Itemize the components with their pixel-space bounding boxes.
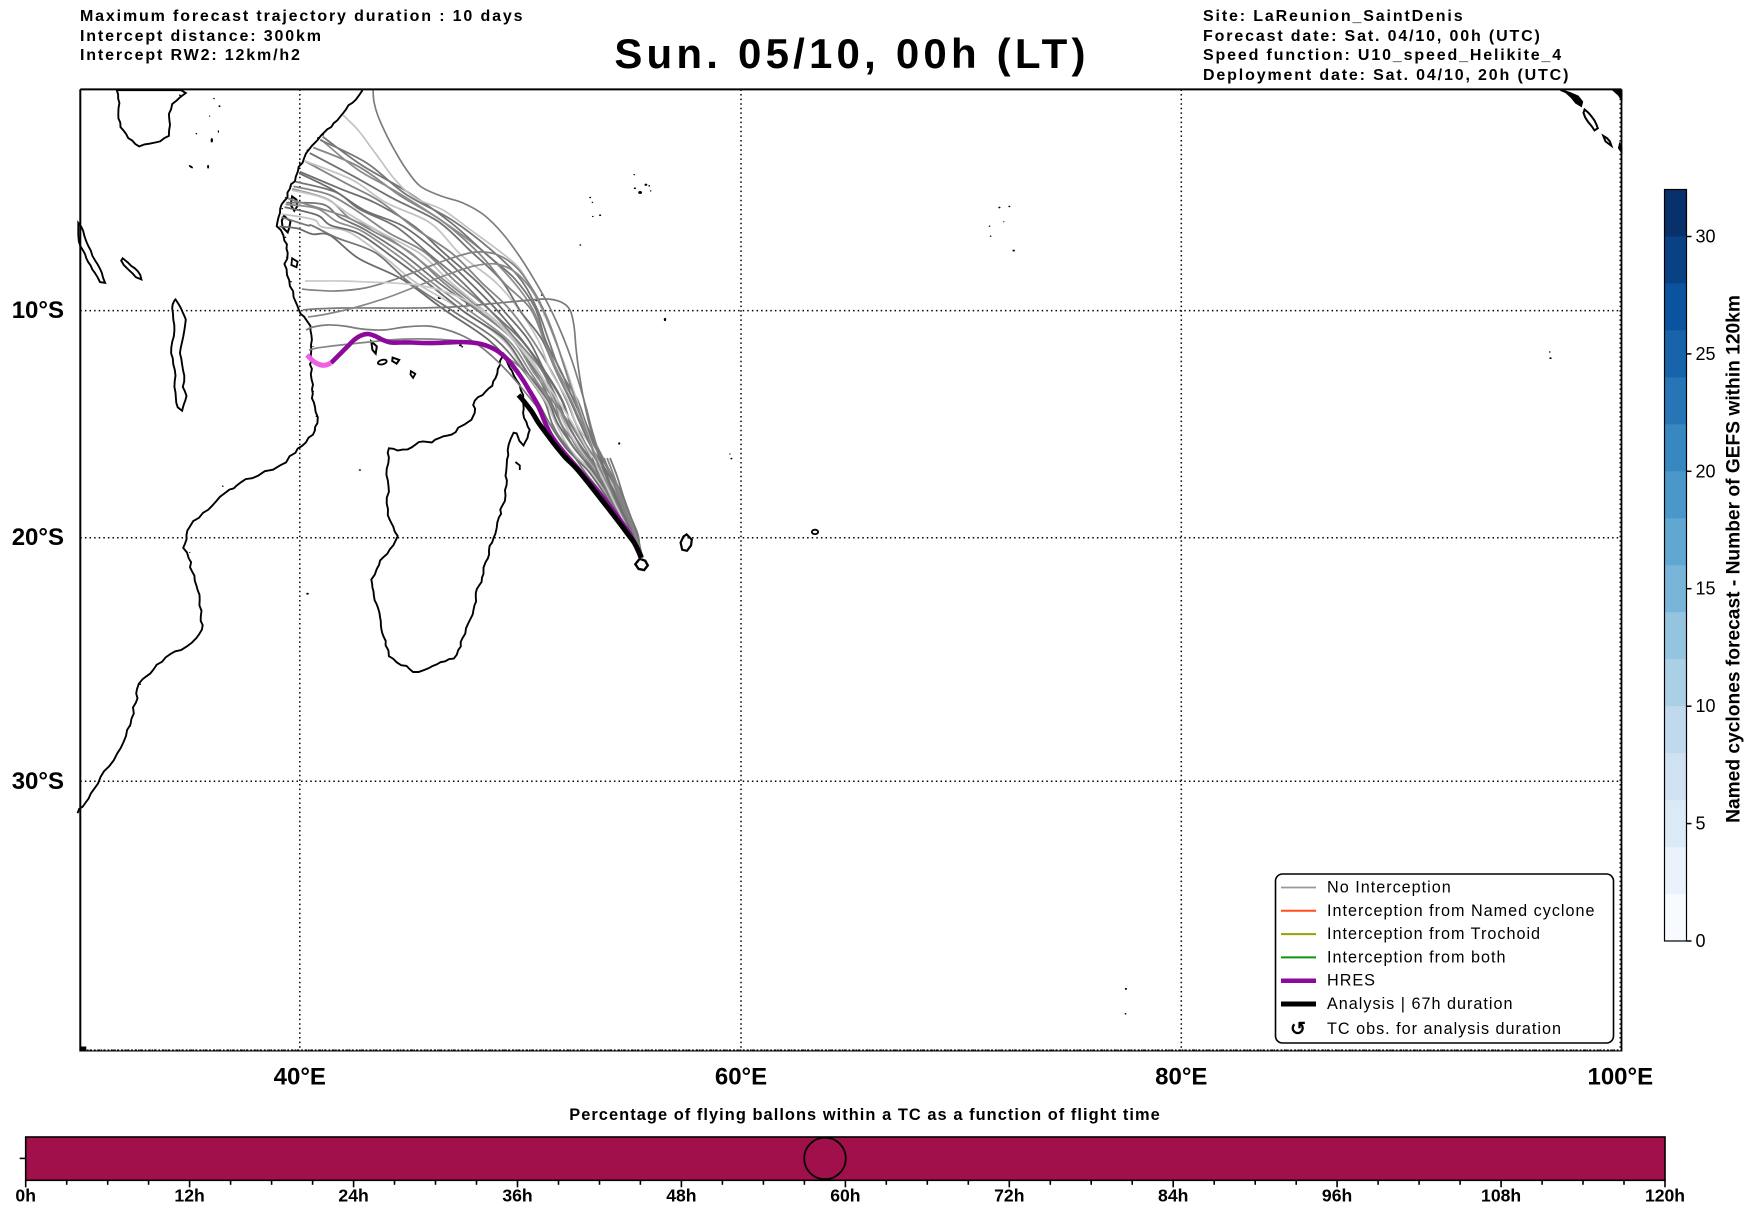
svg-text:Analysis | 67h duration: Analysis | 67h duration [1327, 995, 1513, 1013]
svg-text:0h: 0h [15, 1186, 36, 1206]
svg-text:Percentage of flying ballons w: Percentage of flying ballons within a TC… [569, 1106, 1161, 1124]
svg-text:0: 0 [1696, 931, 1706, 951]
svg-text:10°S: 10°S [12, 297, 64, 324]
svg-text:Interception from both: Interception from both [1327, 948, 1506, 966]
svg-text:HRES: HRES [1327, 972, 1376, 990]
svg-text:12h: 12h [174, 1186, 204, 1206]
svg-text:84h: 84h [1158, 1186, 1188, 1206]
svg-text:72h: 72h [994, 1186, 1024, 1206]
svg-text:80°E: 80°E [1155, 1064, 1207, 1091]
svg-text:No Interception: No Interception [1327, 879, 1452, 897]
svg-text:TC obs. for analysis duration: TC obs. for analysis duration [1327, 1020, 1562, 1038]
svg-text:Named cyclones forecast - Numb: Named cyclones forecast - Number of GEFS… [1724, 295, 1745, 823]
svg-text:48h: 48h [666, 1186, 696, 1206]
svg-text:40°E: 40°E [274, 1064, 326, 1091]
svg-text:10: 10 [1696, 696, 1716, 716]
svg-text:Interception from Trochoid: Interception from Trochoid [1327, 925, 1541, 943]
svg-text:24h: 24h [338, 1186, 368, 1206]
svg-text:Interception from Named cyclon: Interception from Named cyclone [1327, 902, 1596, 920]
svg-text:120h: 120h [1645, 1186, 1685, 1206]
svg-text:5: 5 [1696, 814, 1706, 834]
svg-text:20°S: 20°S [12, 524, 64, 551]
svg-text:60°E: 60°E [715, 1064, 767, 1091]
svg-text:108h: 108h [1481, 1186, 1521, 1206]
svg-text:60h: 60h [830, 1186, 860, 1206]
svg-text:96h: 96h [1322, 1186, 1352, 1206]
svg-text:20: 20 [1696, 461, 1716, 481]
svg-text:↺: ↺ [1290, 1019, 1306, 1040]
svg-text:25: 25 [1696, 344, 1716, 364]
svg-text:100°E: 100°E [1587, 1064, 1653, 1091]
svg-text:15: 15 [1696, 579, 1716, 599]
svg-text:30°S: 30°S [12, 768, 64, 795]
svg-text:36h: 36h [502, 1186, 532, 1206]
svg-text:30: 30 [1696, 227, 1716, 247]
